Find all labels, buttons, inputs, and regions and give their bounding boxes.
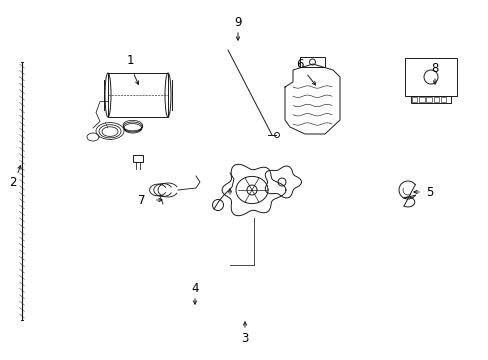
Bar [410,96,450,103]
Bar [299,57,325,67]
Text: 9: 9 [234,15,241,28]
Bar [133,155,142,162]
Text: 6: 6 [296,58,303,72]
Bar [440,96,446,102]
Text: 4: 4 [191,282,198,294]
Bar [404,58,456,96]
Text: 3: 3 [241,332,248,345]
Bar [418,96,424,102]
Text: 5: 5 [426,185,433,198]
Bar [411,96,417,102]
Bar [433,96,438,102]
Bar [108,73,168,117]
Text: 2: 2 [9,175,17,189]
Text: 1: 1 [126,54,134,67]
Text: 8: 8 [430,62,438,75]
Text: 7: 7 [138,194,145,207]
Bar [426,96,431,102]
